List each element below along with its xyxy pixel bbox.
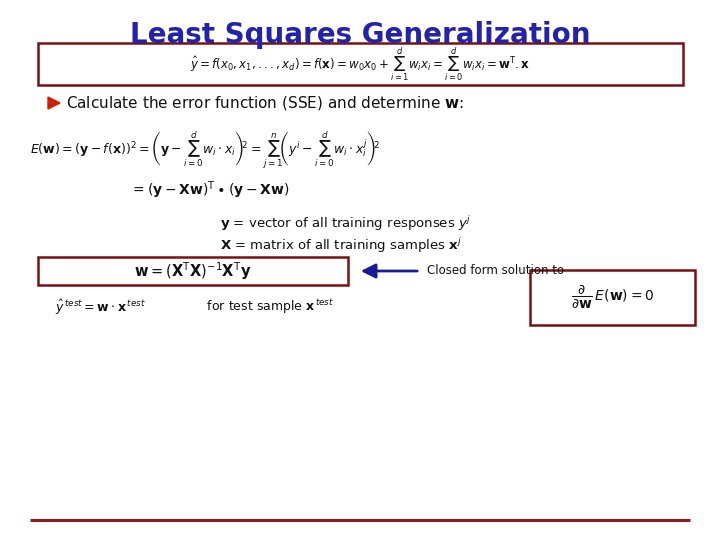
Text: Calculate the error function (SSE) and determine $\mathbf{w}$:: Calculate the error function (SSE) and d… [66,94,464,112]
Text: $\dfrac{\partial}{\partial \mathbf{w}}\,E(\mathbf{w}) = 0$: $\dfrac{\partial}{\partial \mathbf{w}}\,… [572,283,654,311]
Text: $\hat{y}^{\,test} = \mathbf{w} \cdot \mathbf{x}^{\,test}$: $\hat{y}^{\,test} = \mathbf{w} \cdot \ma… [55,298,146,316]
FancyBboxPatch shape [38,43,683,85]
Polygon shape [48,97,60,109]
Text: $\mathbf{X}$ = matrix of all training samples $\mathbf{x}^j$: $\mathbf{X}$ = matrix of all training sa… [220,237,462,255]
FancyBboxPatch shape [38,257,348,285]
Text: Least Squares Generalization: Least Squares Generalization [130,21,590,49]
Text: Closed form solution to: Closed form solution to [427,264,564,276]
Text: $E(\mathbf{w}) = (\mathbf{y} - f(\mathbf{x}))^2 = \left(\mathbf{y} - \sum_{i=0}^: $E(\mathbf{w}) = (\mathbf{y} - f(\mathbf… [30,129,380,171]
Text: $= (\mathbf{y} - \mathbf{X}\mathbf{w})^\mathrm{T} \bullet (\mathbf{y} - \mathbf{: $= (\mathbf{y} - \mathbf{X}\mathbf{w})^\… [130,179,289,201]
Text: $\mathbf{y}$ = vector of all training responses $y^j$: $\mathbf{y}$ = vector of all training re… [220,214,471,233]
FancyBboxPatch shape [530,270,695,325]
Text: $\mathbf{w} = (\mathbf{X}^\mathrm{T}\mathbf{X})^{-1}\mathbf{X}^\mathrm{T}\mathbf: $\mathbf{w} = (\mathbf{X}^\mathrm{T}\mat… [135,260,252,282]
Text: $\hat{y} = f(x_0, x_1,...,x_d) = f(\mathbf{x}) = w_0 x_0 + \sum_{i=1}^{d} w_i x_: $\hat{y} = f(x_0, x_1,...,x_d) = f(\math… [190,45,530,83]
Text: for test sample $\mathbf{x}^{\,test}$: for test sample $\mathbf{x}^{\,test}$ [195,298,334,316]
